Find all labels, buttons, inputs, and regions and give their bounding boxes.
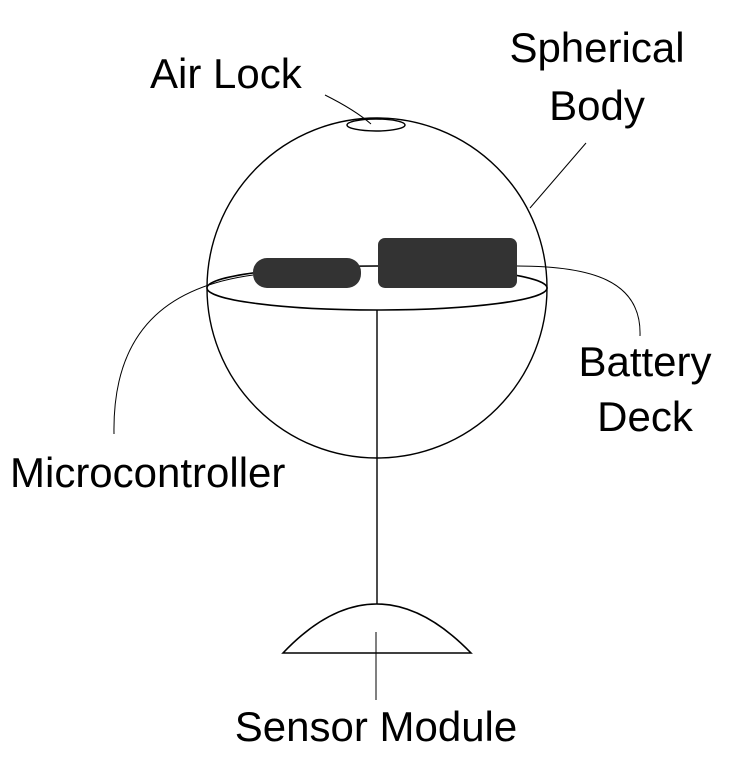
air-lock-label: Air Lock xyxy=(150,50,303,97)
spherical-body-label-line2: Body xyxy=(549,82,645,129)
spherical-body-label-line1: Spherical xyxy=(509,24,684,71)
battery-deck-leader xyxy=(517,266,640,336)
spherical-body-leader xyxy=(530,143,586,208)
battery-shape xyxy=(378,238,517,288)
microcontroller-shape xyxy=(253,258,361,288)
battery-deck-label-line1: Battery xyxy=(578,338,711,385)
microcontroller-label: Microcontroller xyxy=(10,449,285,496)
battery-deck-label-line2: Deck xyxy=(597,393,694,440)
sensor-module-shape xyxy=(283,604,471,653)
air-lock-shape xyxy=(347,119,405,131)
sensor-module-label: Sensor Module xyxy=(235,703,518,750)
